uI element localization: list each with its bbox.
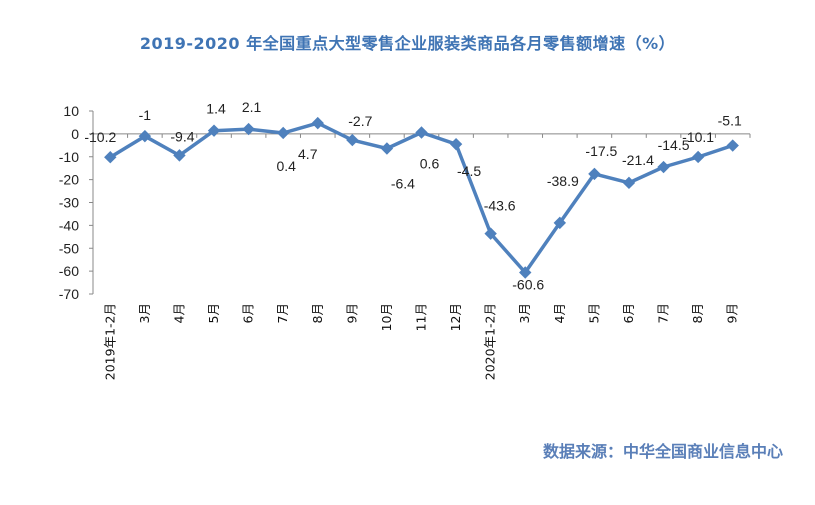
data-point-marker <box>449 137 463 151</box>
data-label: 2.1 <box>242 99 262 115</box>
x-category-label: 5月 <box>206 303 221 323</box>
y-tick-label: -10 <box>59 149 79 165</box>
x-category-label: 6月 <box>241 303 256 323</box>
y-axis-ticks: 10 0 -10 -20 -30 -40 -50 -60 -70 <box>59 103 93 302</box>
data-label: -5.1 <box>718 113 742 129</box>
data-point-marker <box>276 126 290 140</box>
x-category-label: 7月 <box>275 303 290 323</box>
x-category-label: 9月 <box>725 303 740 323</box>
data-point-marker <box>691 150 705 164</box>
data-point-marker <box>311 116 324 130</box>
data-point-marker <box>657 160 670 174</box>
y-tick-label: 0 <box>71 126 79 142</box>
y-tick-label: -30 <box>59 195 79 211</box>
chart-title: 2019-2020 年全国重点大型零售企业服装类商品各月零售额增速（%） <box>139 34 676 53</box>
data-label: -9.4 <box>170 128 194 144</box>
x-category-label: 11月 <box>414 303 429 331</box>
data-label: 0.4 <box>276 158 296 174</box>
x-category-label: 6月 <box>621 303 636 323</box>
data-point-marker <box>380 142 394 155</box>
x-category-label: 4月 <box>552 303 567 323</box>
data-point-marker <box>588 167 601 181</box>
data-label: 4.7 <box>298 146 318 162</box>
y-tick-label: -60 <box>59 263 79 279</box>
data-point-marker <box>207 124 221 137</box>
x-category-label: 12月 <box>448 303 463 331</box>
data-label: -6.4 <box>391 176 415 192</box>
data-label: -17.5 <box>585 143 617 159</box>
y-tick-label: -50 <box>59 240 79 256</box>
data-point-marker <box>173 149 186 162</box>
x-category-label: 5月 <box>586 303 601 323</box>
data-point-marker <box>242 122 255 136</box>
series-line <box>108 121 735 275</box>
source-note: 数据来源：中华全国商业信息中心 <box>542 442 783 461</box>
y-tick-label: 10 <box>63 103 79 119</box>
data-point-marker <box>138 129 152 143</box>
x-category-label: 2020年1-2月 <box>483 303 498 380</box>
data-point-marker <box>104 151 117 164</box>
x-category-label: 10月 <box>379 303 394 331</box>
data-point-marker <box>415 126 428 139</box>
x-category-label: 2019年1-2月 <box>102 303 117 380</box>
data-label: -10.2 <box>84 129 116 145</box>
data-label: -60.6 <box>512 276 544 292</box>
x-category-label: 3月 <box>517 303 532 323</box>
y-tick-label: -40 <box>59 217 79 233</box>
data-point-marker <box>622 176 636 190</box>
data-label: -43.6 <box>484 198 516 214</box>
data-label: -38.9 <box>547 173 579 189</box>
y-tick-label: -20 <box>59 172 79 188</box>
data-label: 1.4 <box>206 101 226 117</box>
data-label: -14.5 <box>658 137 690 153</box>
x-category-label: 9月 <box>344 303 359 323</box>
y-tick-label: -70 <box>59 286 79 302</box>
data-point-marker <box>553 216 567 230</box>
series-group <box>104 116 739 279</box>
x-axis-categories: 2019年1-2月 3月 4月 5月 6月 7月 8月 9月 10月 11月 12月 2020年1-2… <box>92 133 751 380</box>
data-labels: -10.2 -1 -9.4 1.4 2.1 0.44.7 -2.7 -6.4 0.6 -4.5 -4… <box>84 99 742 292</box>
data-label: -4.5 <box>457 163 481 179</box>
x-category-label: 7月 <box>656 303 671 323</box>
data-label: -21.4 <box>622 152 654 168</box>
x-category-label: 8月 <box>690 303 705 323</box>
data-point-marker <box>346 133 359 147</box>
data-label: -1 <box>139 107 152 123</box>
data-label: -2.7 <box>348 113 372 129</box>
data-label: 0.6 <box>420 156 440 172</box>
x-category-label: 4月 <box>171 303 186 323</box>
data-point-marker <box>726 139 739 152</box>
data-point-marker <box>484 227 497 240</box>
x-category-label: 8月 <box>310 303 325 323</box>
data-point-marker <box>519 266 532 279</box>
data-label: -10.1 <box>682 129 714 145</box>
x-category-label: 3月 <box>137 303 152 323</box>
